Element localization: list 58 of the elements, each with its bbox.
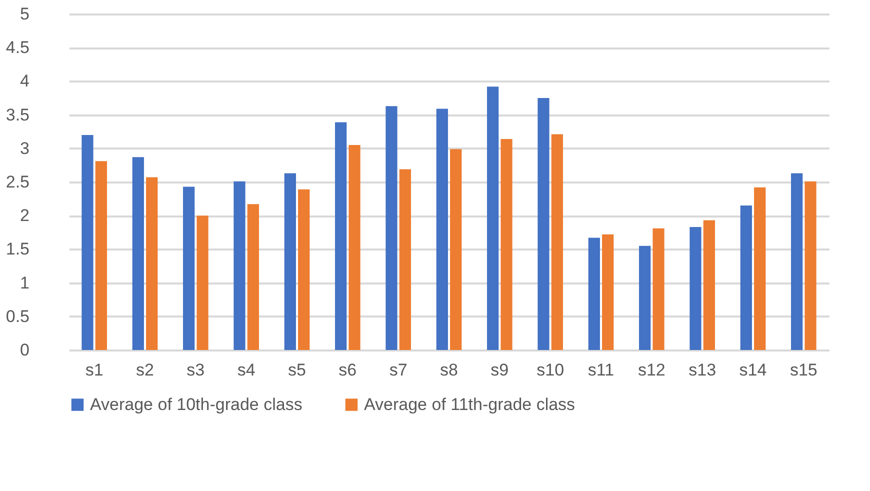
bar: [754, 187, 766, 350]
y-tick-label: 5: [20, 4, 30, 24]
x-tick-label: s5: [288, 360, 306, 380]
bar: [652, 228, 664, 350]
x-tick-label: s4: [237, 360, 256, 380]
legend-label: Average of 10th-grade class: [90, 394, 302, 414]
y-tick-label: 2.5: [6, 172, 30, 192]
bar: [82, 134, 94, 350]
x-tick-label: s3: [186, 360, 205, 380]
bar: [183, 186, 195, 350]
bar: [132, 157, 144, 350]
bar: [639, 246, 651, 350]
x-tick-label: s11: [588, 360, 614, 380]
bar: [348, 145, 360, 350]
bar: [399, 169, 411, 350]
x-tick-label: s10: [536, 360, 564, 380]
bar: [450, 149, 462, 350]
bar: [335, 122, 347, 350]
bar: [602, 234, 614, 350]
x-tick-label: s13: [688, 360, 716, 380]
bar: [703, 220, 715, 350]
bar: [95, 161, 107, 350]
y-tick-label: 3.5: [6, 105, 30, 124]
bar: [487, 86, 499, 350]
bar: [740, 206, 752, 350]
x-tick-label: s7: [389, 360, 408, 380]
y-tick-label: 0: [20, 340, 30, 360]
bar: [247, 204, 259, 350]
y-tick-label: 4: [20, 72, 30, 91]
bar: [436, 108, 448, 350]
bar: [791, 173, 803, 350]
y-tick-label: 2: [20, 206, 30, 226]
bar: [500, 138, 512, 350]
y-tick-label: 4.5: [6, 38, 30, 58]
y-tick-label: 1.5: [6, 240, 30, 259]
x-tick-label: s1: [85, 360, 104, 380]
y-tick-label: 0.5: [6, 306, 30, 326]
bar: [551, 134, 563, 350]
bar: [804, 181, 816, 350]
bar: [386, 106, 398, 350]
x-tick-label: s12: [638, 360, 666, 380]
bar: [196, 216, 208, 350]
bar: [284, 173, 296, 350]
x-tick-label: s8: [440, 360, 458, 380]
x-tick-label: s14: [739, 360, 767, 380]
bar: [588, 238, 600, 350]
y-tick-label: 1: [20, 273, 30, 292]
bar: [538, 98, 550, 350]
legend-label: Average of 11th-grade class: [364, 394, 576, 414]
bar: [690, 227, 702, 350]
x-tick-label: s6: [338, 360, 357, 380]
bar: [234, 181, 246, 350]
bar: [146, 177, 158, 350]
x-tick-label: s15: [790, 360, 818, 380]
x-tick-label: s9: [490, 360, 509, 380]
y-tick-label: 3: [20, 138, 30, 158]
bar: [298, 189, 310, 350]
x-tick-label: s2: [136, 360, 154, 380]
